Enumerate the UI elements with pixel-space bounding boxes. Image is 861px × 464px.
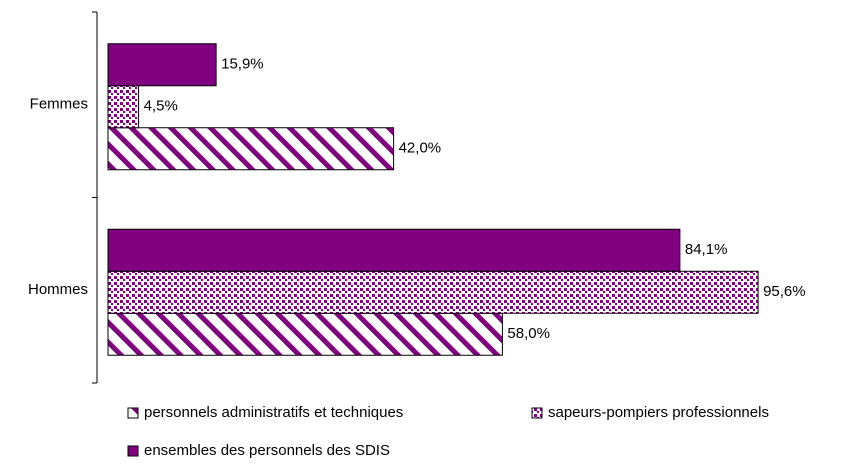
bar (107, 43, 217, 87)
value-label: 4,5% (144, 98, 178, 115)
bar (107, 270, 759, 314)
value-label: 42,0% (399, 140, 442, 157)
legend-swatch (127, 445, 139, 457)
legend-label: personnels administratifs et techniques (144, 404, 403, 421)
value-label: 95,6% (763, 283, 806, 300)
bar (107, 85, 140, 129)
category-label: Femmes (30, 96, 88, 113)
bar (107, 228, 681, 272)
value-label: 58,0% (507, 325, 550, 342)
legend-label: ensembles des personnels des SDIS (144, 442, 390, 459)
bar (107, 312, 503, 356)
value-label: 84,1% (685, 241, 728, 258)
bar (107, 127, 395, 171)
legend-label: sapeurs-pompiers professionnels (548, 404, 769, 421)
legend-swatch (531, 407, 543, 419)
legend-swatch (127, 407, 139, 419)
value-label: 15,9% (221, 56, 264, 73)
category-label: Hommes (28, 281, 88, 298)
